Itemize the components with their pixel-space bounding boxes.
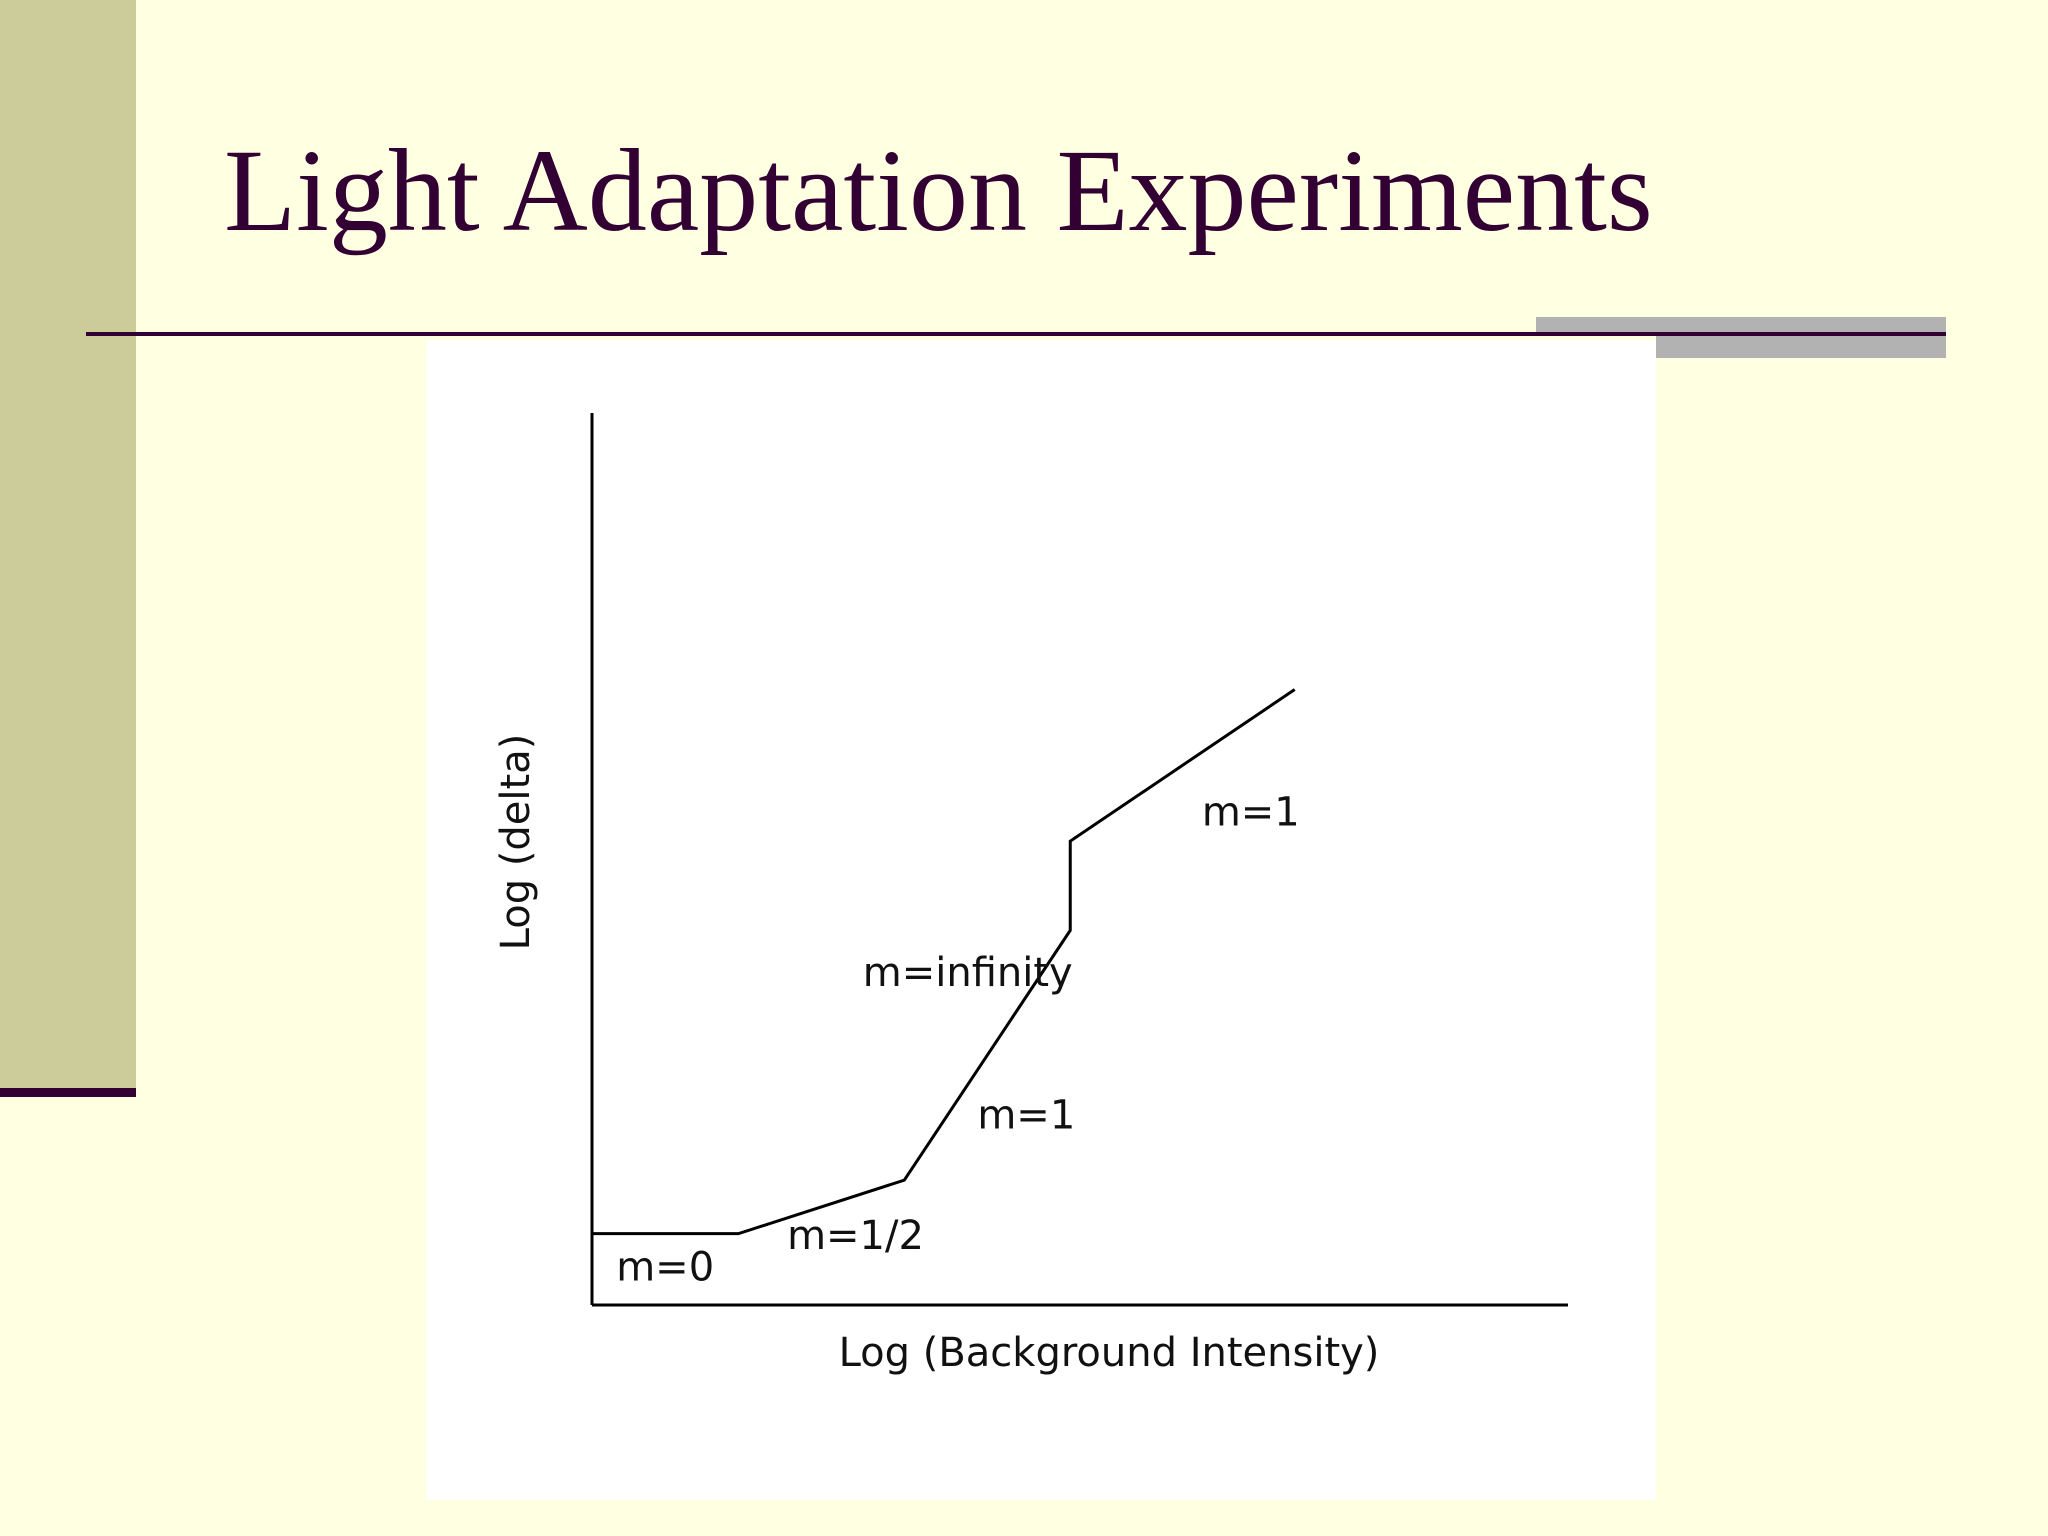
title-rule	[86, 332, 1946, 336]
slope-annotation: m=infinity	[863, 950, 1073, 996]
x-axis-label: Log (Background Intensity)	[839, 1330, 1380, 1376]
left-sidebar-edge	[0, 1088, 136, 1097]
left-sidebar-band	[0, 0, 136, 1088]
annotation-group: m=0 m=1/2 m=1 m=infinity m=1	[616, 789, 1300, 1290]
rule-shadow-lower	[1656, 336, 1946, 358]
figure-panel: m=0 m=1/2 m=1 m=infinity m=1 Log (Background…	[426, 340, 1656, 1500]
slope-annotation: m=0	[616, 1244, 714, 1290]
slide-title: Light Adaptation Experiments	[224, 125, 1653, 256]
series-line-0	[592, 688, 1296, 1236]
slope-annotation: m=1	[977, 1093, 1075, 1139]
light-adaptation-chart: m=0 m=1/2 m=1 m=infinity m=1 Log (Background…	[493, 413, 1568, 1376]
rule-shadow-upper	[1536, 317, 1946, 335]
series-group	[592, 688, 1296, 1236]
slope-annotation: m=1	[1202, 789, 1300, 835]
y-axis-label: Log (delta)	[493, 734, 539, 951]
slope-annotation: m=1/2	[787, 1213, 924, 1259]
